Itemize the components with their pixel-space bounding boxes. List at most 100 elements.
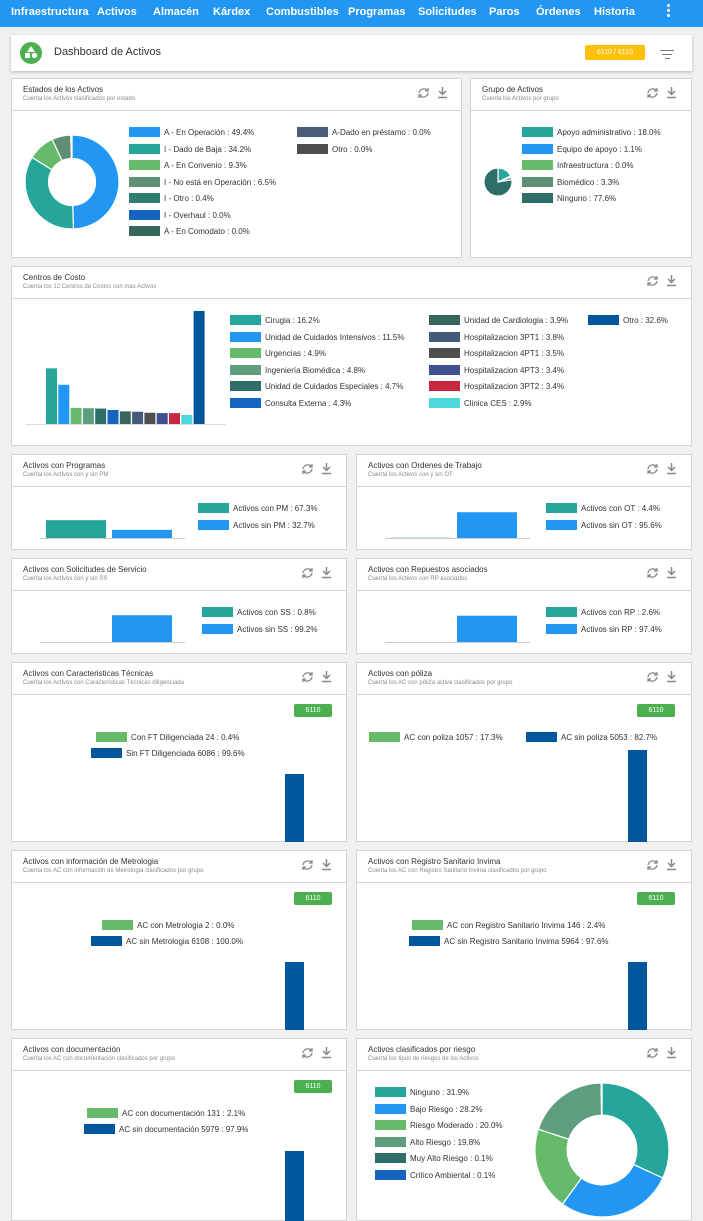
legend-item[interactable]: AC con Registro Sanitario Invima 146 : 2… [412, 920, 605, 930]
bar[interactable] [46, 368, 57, 425]
bar[interactable] [285, 1151, 304, 1221]
refresh-icon[interactable] [646, 858, 659, 871]
pie-slice[interactable] [561, 1163, 664, 1218]
download-icon[interactable] [320, 1046, 333, 1059]
bar[interactable] [95, 408, 107, 425]
download-icon[interactable] [320, 566, 333, 579]
refresh-icon[interactable] [417, 86, 430, 99]
kebab-menu-icon[interactable] [664, 4, 672, 20]
legend-item[interactable]: Otro : 32.6% [588, 315, 668, 325]
bar[interactable] [132, 411, 144, 425]
refresh-icon[interactable] [646, 566, 659, 579]
legend-item[interactable]: Biomédico : 3.3% [522, 177, 619, 187]
pie-slice[interactable] [24, 156, 75, 230]
legend-item[interactable]: Riesgo Moderado : 20.0% [375, 1120, 503, 1130]
legend-item[interactable]: I - Overhaul : 0.0% [129, 210, 231, 220]
legend-item[interactable]: Unidad de Cardiologia : 3.9% [429, 315, 568, 325]
legend-item[interactable]: Activos con PM : 67.3% [198, 503, 317, 513]
refresh-icon[interactable] [301, 566, 314, 579]
pie-slice[interactable] [601, 1082, 670, 1179]
pie-slice[interactable] [537, 1082, 603, 1140]
nav-programas[interactable]: Programas [348, 6, 406, 18]
legend-item[interactable]: Hospitalizacion 4PT3 : 3.4% [429, 365, 564, 375]
legend-item[interactable]: AC con documentación 131 : 2.1% [87, 1108, 245, 1118]
bar[interactable] [181, 414, 193, 425]
legend-item[interactable]: Equipo de apoyo : 1.1% [522, 144, 642, 154]
bar[interactable] [457, 512, 517, 539]
nav-kardex[interactable]: Kárdex [213, 6, 251, 18]
refresh-icon[interactable] [646, 1046, 659, 1059]
nav-solicitudes[interactable]: Solicitudes [418, 6, 477, 18]
legend-item[interactable]: Ninguno : 77.6% [522, 193, 616, 203]
bar[interactable] [58, 384, 70, 425]
download-icon[interactable] [320, 858, 333, 871]
refresh-icon[interactable] [646, 462, 659, 475]
refresh-icon[interactable] [301, 858, 314, 871]
legend-item[interactable]: A-Dado en préstamo : 0.0% [297, 127, 431, 137]
legend-item[interactable]: AC sin poliza 5053 : 82.7% [526, 732, 657, 742]
bar[interactable] [457, 615, 517, 643]
download-icon[interactable] [665, 858, 678, 871]
legend-item[interactable]: Ninguno : 31.9% [375, 1087, 469, 1097]
refresh-icon[interactable] [646, 86, 659, 99]
legend-item[interactable]: Activos con OT : 4.4% [546, 503, 660, 513]
legend-item[interactable]: Crítico Ambiental : 0.1% [375, 1170, 495, 1180]
legend-item[interactable]: Urgencias : 4.9% [230, 348, 326, 358]
legend-item[interactable]: AC con Metrologia 2 : 0.0% [102, 920, 234, 930]
refresh-icon[interactable] [301, 670, 314, 683]
bar[interactable] [285, 774, 304, 842]
download-icon[interactable] [436, 86, 449, 99]
bar[interactable] [46, 520, 106, 539]
legend-item[interactable]: I - Dado de Baja : 34.2% [129, 144, 251, 154]
download-icon[interactable] [665, 670, 678, 683]
legend-item[interactable]: Hospitalizacion 4PT1 : 3.5% [429, 348, 564, 358]
bar[interactable] [156, 413, 168, 425]
legend-item[interactable]: Unidad de Cuidados Intensivos : 11.5% [230, 332, 405, 342]
pie-slice[interactable] [70, 134, 73, 160]
bar[interactable] [107, 409, 119, 425]
legend-item[interactable]: Consulta Externa : 4.3% [230, 398, 351, 408]
nav-almacen[interactable]: Almacén [153, 6, 199, 18]
nav-infraestructura[interactable]: Infraestructura [11, 6, 89, 18]
legend-item[interactable]: Cirugia : 16.2% [230, 315, 320, 325]
legend-item[interactable]: Bajo Riesgo : 28.2% [375, 1104, 483, 1114]
legend-item[interactable]: Alto Riesgo : 19.8% [375, 1137, 480, 1147]
bar[interactable] [144, 412, 156, 425]
legend-item[interactable]: Otro : 0.0% [297, 144, 372, 154]
legend-item[interactable]: Infraestructura : 0.0% [522, 160, 633, 170]
legend-item[interactable]: Sin FT Diligenciada 6086 : 99.6% [91, 748, 245, 758]
bar[interactable] [82, 408, 94, 425]
legend-item[interactable]: Con FT Diligenciada 24 : 0.4% [96, 732, 239, 742]
legend-item[interactable]: AC con poliza 1057 : 17.3% [369, 732, 503, 742]
legend-item[interactable]: AC sin Metrologia 6108 : 100.0% [91, 936, 243, 946]
legend-item[interactable]: Muy Alto Riesgo : 0.1% [375, 1153, 493, 1163]
legend-item[interactable]: I - No está en Operación : 6.5% [129, 177, 276, 187]
legend-item[interactable]: Activos con RP : 2.6% [546, 607, 660, 617]
bar[interactable] [70, 407, 82, 425]
legend-item[interactable]: A - En Comodato : 0.0% [129, 226, 250, 236]
legend-item[interactable]: AC sin documentación 5979 : 97.9% [84, 1124, 248, 1134]
nav-ordenes[interactable]: Órdenes [536, 6, 581, 18]
legend-item[interactable]: Activos sin SS : 99.2% [202, 624, 317, 634]
bar[interactable] [628, 962, 647, 1030]
bar[interactable] [119, 411, 131, 425]
bar[interactable] [112, 529, 172, 539]
bar[interactable] [628, 750, 647, 842]
legend-item[interactable]: AC sin Registro Sanitario Invima 5964 : … [409, 936, 609, 946]
bar[interactable] [169, 413, 180, 425]
download-icon[interactable] [320, 670, 333, 683]
nav-activos[interactable]: Activos [97, 6, 137, 18]
filter-icon[interactable] [660, 50, 674, 60]
nav-combustibles[interactable]: Combustibles [266, 6, 339, 18]
legend-item[interactable]: A - En Operación : 49.4% [129, 127, 254, 137]
download-icon[interactable] [665, 566, 678, 579]
bar[interactable] [285, 962, 304, 1030]
pie-slice[interactable] [483, 167, 513, 197]
legend-item[interactable]: Hospitalizacion 3PT1 : 3.8% [429, 332, 564, 342]
legend-item[interactable]: Activos con SS : 0.8% [202, 607, 316, 617]
legend-item[interactable]: Activos sin RP : 97.4% [546, 624, 662, 634]
legend-item[interactable]: Ingeniería Biomédica : 4.8% [230, 365, 365, 375]
legend-item[interactable]: Clinica CES : 2.9% [429, 398, 532, 408]
legend-item[interactable]: Apoyo administrativo : 18.0% [522, 127, 661, 137]
legend-item[interactable]: Activos sin PM : 32.7% [198, 520, 315, 530]
